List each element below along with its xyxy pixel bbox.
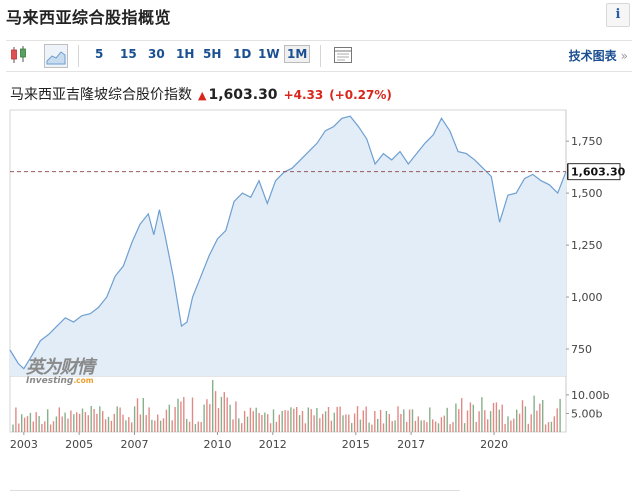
chart-toolbar: 5 15 30 1H 5H 1D 1W 1M 技术图表»	[6, 40, 632, 72]
y-axis-ticks: 1,750 1,500 1,250 1,000 750 1,603.30 10.00b 5.0…	[566, 135, 626, 420]
page-title: 马来西亚综合股指概览	[6, 8, 172, 27]
x-axis-ticks: 2003 2005 2007 2010 2012 2015 2017 2020	[10, 432, 508, 451]
range-1w[interactable]: 1W	[258, 47, 280, 61]
area-chart-icon[interactable]	[44, 44, 68, 68]
x-tick-label: 2012	[259, 438, 287, 451]
tech-chart-link[interactable]: 技术图表»	[569, 47, 628, 64]
chart-svg: 1,750 1,500 1,250 1,000 750 1,603.30 10.00b 5.0…	[9, 109, 626, 451]
y-tick-label: 750	[571, 343, 592, 356]
table-icon[interactable]	[332, 44, 354, 66]
y-tick-label: 1,750	[571, 135, 603, 148]
instrument-name: 马来西亚吉隆坡综合股价指数	[10, 87, 192, 103]
investing-logo: 英为财情 Investing.com	[26, 353, 95, 386]
watermark-cn: 英为财情	[26, 357, 95, 378]
info-button[interactable]: i	[606, 3, 630, 27]
watermark-suffix: .com	[73, 376, 94, 385]
price-line	[9, 115, 567, 370]
quote-line: 马来西亚吉隆坡综合股价指数 ▲ 1,603.30 +4.33 (+0.27%)	[10, 84, 392, 104]
toolbar-divider	[78, 45, 79, 67]
x-tick-label: 2005	[65, 438, 93, 451]
y-tick-label: 1,250	[571, 239, 603, 252]
up-arrow-icon: ▲	[198, 89, 207, 102]
range-1m[interactable]: 1M	[284, 45, 311, 63]
price-area	[10, 116, 566, 376]
watermark-en: Investing.com	[26, 376, 94, 386]
range-30[interactable]: 30	[148, 47, 165, 61]
y-tick-label: 1,000	[571, 291, 603, 304]
range-5h[interactable]: 5H	[203, 47, 222, 61]
watermark-brand: Investing	[26, 376, 74, 386]
price-layer	[9, 115, 570, 376]
price-change: +4.33	[283, 88, 324, 102]
last-price-box	[567, 163, 621, 181]
volume-tick-label: 10.00b	[571, 389, 609, 402]
candlestick-icon[interactable]	[8, 44, 30, 66]
last-price-label: 1,603.30	[571, 166, 626, 179]
price-change-percent: (+0.27%)	[329, 88, 392, 102]
volume-layer	[12, 380, 561, 432]
x-tick-label: 2007	[120, 438, 148, 451]
y-tick-label: 1,500	[571, 187, 603, 200]
tech-chart-label: 技术图表	[568, 49, 617, 63]
range-5[interactable]: 5	[95, 47, 104, 61]
toolbar-divider	[320, 45, 321, 67]
x-tick-label: 2015	[342, 438, 370, 451]
volume-tick-label: 5.00b	[571, 407, 602, 420]
last-price: 1,603.30	[208, 87, 278, 103]
chevron-right-icon: »	[620, 49, 628, 63]
x-tick-label: 2003	[10, 438, 38, 451]
range-15[interactable]: 15	[120, 47, 137, 61]
range-1d[interactable]: 1D	[233, 47, 252, 61]
x-tick-label: 2010	[203, 438, 231, 451]
x-tick-label: 2017	[397, 438, 425, 451]
x-tick-label: 2020	[480, 438, 508, 451]
range-1h[interactable]: 1H	[176, 47, 195, 61]
price-chart[interactable]: 1,750 1,500 1,250 1,000 750 1,603.30 10.00b 5.0…	[9, 109, 626, 451]
